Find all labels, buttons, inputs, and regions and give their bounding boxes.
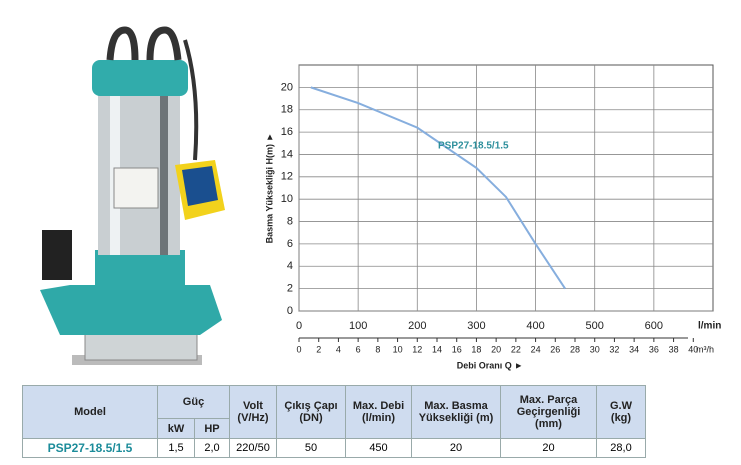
x-tick-label: 300: [467, 320, 485, 332]
x2-tick-label: 12: [412, 344, 422, 354]
x2-tick-label: 4: [336, 344, 341, 354]
header-cell: G.W (kg): [596, 385, 646, 439]
x-unit: l/min: [698, 321, 721, 332]
x-tick-label: 600: [645, 320, 663, 332]
y-tick-label: 18: [281, 104, 293, 116]
y-tick-label: 14: [281, 148, 293, 160]
x2-tick-label: 28: [570, 344, 580, 354]
header-cell: HP: [194, 418, 230, 439]
x2-tick-label: 24: [531, 344, 541, 354]
header-cell: Max. Debi (l/min): [345, 385, 412, 439]
y-tick-label: 8: [287, 215, 293, 227]
header-cell: Model: [22, 385, 158, 439]
x-tick-label: 400: [526, 320, 544, 332]
header-cell: Çıkış Çapı (DN): [276, 385, 346, 439]
x2-tick-label: 22: [511, 344, 521, 354]
x2-tick-label: 6: [356, 344, 361, 354]
x2-tick-label: 32: [609, 344, 619, 354]
cell: 2,0: [194, 438, 230, 458]
y-tick-label: 10: [281, 193, 293, 205]
cell: 20: [500, 438, 597, 458]
y-axis-label: Basma Yüksekliği H(m) ►: [264, 133, 274, 244]
spec-table: Model Güç Volt (V/Hz) Çıkış Çapı (DN) Ma…: [22, 385, 646, 458]
pump-image: [40, 26, 225, 365]
header-cell: Güç: [157, 385, 230, 419]
cell: 50: [276, 438, 346, 458]
header-cell: kW: [157, 418, 195, 439]
y-tick-label: 2: [287, 283, 293, 295]
x2-tick-label: 2: [316, 344, 321, 354]
x2-tick-label: 40: [688, 344, 698, 354]
curve: [310, 86, 566, 290]
y-tick-label: 0: [287, 305, 293, 317]
x2-tick-label: 16: [452, 344, 462, 354]
x2-tick-label: 18: [471, 344, 481, 354]
x2-tick-label: 36: [649, 344, 659, 354]
y-tick-label: 20: [281, 81, 293, 93]
plot-area: [298, 64, 714, 312]
x-tick-label: 0: [296, 320, 302, 332]
x2-tick-label: 30: [590, 344, 600, 354]
x2-tick-label: 20: [491, 344, 501, 354]
cell: 450: [345, 438, 412, 458]
cell: PSP27-18.5/1.5: [22, 438, 158, 458]
cell: 220/50: [229, 438, 277, 458]
x2-tick-label: 14: [432, 344, 442, 354]
x2-tick-label: 8: [375, 344, 380, 354]
cell: 20: [411, 438, 501, 458]
y-tick-label: 16: [281, 126, 293, 138]
header-cell: Max. Basma Yüksekliği (m): [411, 385, 501, 439]
curve-label: PSP27-18.5/1.5: [438, 141, 509, 152]
x2-tick-label: 34: [629, 344, 639, 354]
x-tick-label: 500: [586, 320, 604, 332]
y-tick-label: 6: [287, 238, 293, 250]
x2-unit: m³/h: [696, 344, 714, 354]
x2-tick-label: 0: [296, 344, 301, 354]
cell: 28,0: [596, 438, 646, 458]
header-cell: Max. Parça Geçirgenliği (mm): [500, 385, 597, 439]
x-tick-label: 100: [349, 320, 367, 332]
x2-tick-label: 26: [550, 344, 560, 354]
x2-tick-label: 38: [669, 344, 679, 354]
y-tick-label: 4: [287, 260, 293, 272]
header-cell: Volt (V/Hz): [229, 385, 277, 439]
cell: 1,5: [157, 438, 195, 458]
x-axis-label: Debi Oranı Q ►: [457, 360, 523, 370]
x-tick-label: 200: [408, 320, 426, 332]
y-tick-label: 12: [281, 171, 293, 183]
x2-tick-label: 10: [393, 344, 403, 354]
